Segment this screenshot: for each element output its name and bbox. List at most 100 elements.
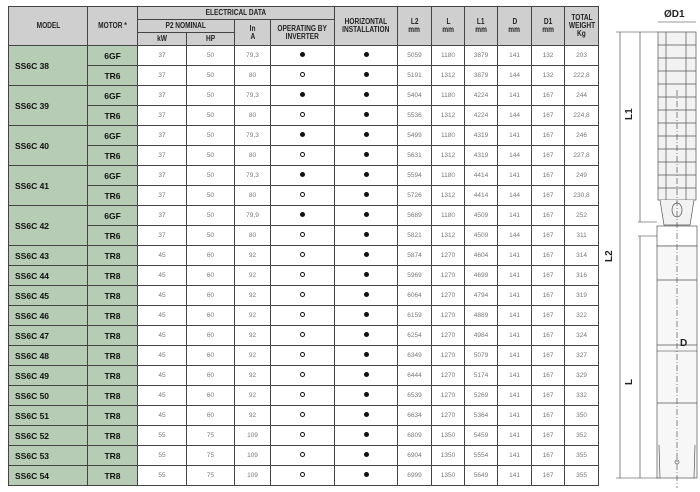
hp-cell: 60 (186, 265, 235, 286)
l1-cell: 4509 (464, 225, 499, 246)
inverter-cell (269, 305, 336, 326)
hp-cell: 75 (186, 445, 235, 466)
in-cell: 80 (234, 225, 271, 246)
filled-dot-icon (363, 132, 369, 137)
hollow-circle-icon (300, 472, 306, 477)
d-cell: 144 (497, 185, 533, 206)
l-cell: 1350 (431, 445, 466, 466)
hp-cell: 50 (186, 85, 235, 106)
d-cell: 141 (497, 165, 533, 186)
d1-cell: 167 (531, 305, 566, 326)
header-d1-unit: mm (542, 25, 554, 34)
d1-cell: 167 (531, 465, 566, 486)
inverter-cell (269, 125, 336, 146)
hp-cell: 50 (186, 125, 235, 146)
kw-cell: 37 (137, 45, 187, 66)
header-d1-label: D1 (543, 17, 553, 26)
hollow-circle-icon (300, 452, 306, 457)
filled-dot-icon (363, 292, 369, 297)
l2-cell: 6999 (397, 465, 433, 486)
l2-cell: 6254 (397, 325, 433, 346)
motor-cell: TR8 (87, 405, 138, 426)
in-cell: 79,3 (234, 125, 271, 146)
weight-cell: 246 (564, 125, 600, 146)
l1-cell: 4414 (464, 165, 499, 186)
l2-cell: 6904 (397, 445, 433, 466)
header-operating-by-inverter: OPERATING BY INVERTER (269, 19, 336, 46)
hp-cell: 50 (186, 105, 235, 126)
weight-cell: 311 (564, 225, 600, 246)
horizontal-cell (334, 165, 399, 186)
filled-dot-icon (363, 372, 369, 377)
hp-cell: 60 (186, 365, 235, 386)
d1-cell: 167 (531, 405, 566, 426)
inverter-cell (269, 165, 336, 186)
d1-cell: 167 (531, 425, 566, 446)
d-cell: 141 (497, 125, 533, 146)
l1-cell: 4224 (464, 105, 499, 126)
inverter-cell (269, 65, 336, 86)
hollow-circle-icon (300, 292, 306, 297)
kw-cell: 45 (137, 385, 187, 406)
filled-dot-icon (363, 212, 369, 217)
hollow-circle-icon (300, 412, 306, 417)
header-in: In A (234, 19, 271, 46)
kw-cell: 37 (137, 185, 187, 206)
header-kw: kW (137, 32, 187, 46)
weight-cell: 332 (564, 385, 600, 406)
motor-cell: TR8 (87, 285, 138, 306)
kw-cell: 37 (137, 205, 187, 226)
kw-cell: 45 (137, 265, 187, 286)
filled-dot-icon (300, 172, 306, 177)
inverter-cell (269, 425, 336, 446)
header-hp-label: HP (205, 34, 216, 43)
in-cell: 79,3 (234, 85, 271, 106)
table-row: SS6C 51 TR8 45 60 92 6634 1270 5364 141 167 350 (8, 405, 600, 426)
table-row: SS6C 43 TR8 45 60 92 5874 1270 4604 141 167 314 (8, 245, 600, 266)
filled-dot-icon (363, 172, 369, 177)
table-row: SS6C 46 TR8 45 60 92 6159 1270 4889 141 167 322 (8, 305, 600, 326)
filled-dot-icon (300, 132, 306, 137)
header-motor: MOTOR * (87, 6, 138, 46)
table-row: TR6 37 50 80 5631 1312 4319 144 167 227,8 (9, 145, 600, 166)
table-row: TR6 37 50 80 5191 1312 3879 144 132 222,8 (9, 65, 600, 86)
hp-cell: 60 (186, 345, 235, 366)
l2-cell: 5536 (397, 105, 433, 126)
l2-cell: 5874 (397, 245, 433, 266)
l1-cell: 5554 (464, 445, 499, 466)
filled-dot-icon (363, 192, 369, 197)
hp-cell: 60 (186, 285, 235, 306)
hp-cell: 50 (186, 65, 235, 86)
header-d1: D1 mm (531, 6, 566, 46)
d1-cell: 167 (531, 345, 566, 366)
filled-dot-icon (363, 232, 369, 237)
l2-cell: 6539 (397, 385, 433, 406)
inverter-cell (269, 85, 336, 106)
hollow-circle-icon (300, 432, 306, 437)
kw-cell: 45 (137, 345, 187, 366)
model-cell: SS6C 49 (8, 365, 88, 386)
horizontal-cell (334, 405, 399, 426)
l2-cell: 5726 (397, 185, 433, 206)
l2-cell: 5821 (397, 225, 433, 246)
table-row: SS6C 44 TR8 45 60 92 5969 1270 4699 141 167 316 (8, 265, 600, 286)
l-cell: 1270 (431, 405, 466, 426)
horizontal-cell (334, 105, 399, 126)
kw-cell: 55 (137, 445, 187, 466)
weight-cell: 350 (564, 405, 600, 426)
table-row: SS6C 39 6GF 37 50 79,3 5404 1180 4224 141 167 244 (8, 85, 600, 126)
inverter-cell (269, 205, 336, 226)
weight-cell: 222,8 (564, 65, 600, 86)
header-l-unit: mm (442, 25, 454, 34)
l2-cell: 5631 (397, 145, 433, 166)
table-row: SS6C 54 TR8 55 75 109 6999 1350 5649 141 167 355 (8, 465, 600, 486)
d1-cell: 167 (531, 385, 566, 406)
weight-cell: 322 (564, 305, 600, 326)
weight-cell: 319 (564, 285, 600, 306)
in-cell: 79,3 (234, 45, 271, 66)
hp-cell: 50 (186, 45, 235, 66)
header-weight-unit: Kg (577, 29, 586, 38)
motor-cell: 6GF (87, 205, 138, 226)
in-cell: 92 (234, 265, 271, 286)
kw-cell: 37 (137, 225, 187, 246)
